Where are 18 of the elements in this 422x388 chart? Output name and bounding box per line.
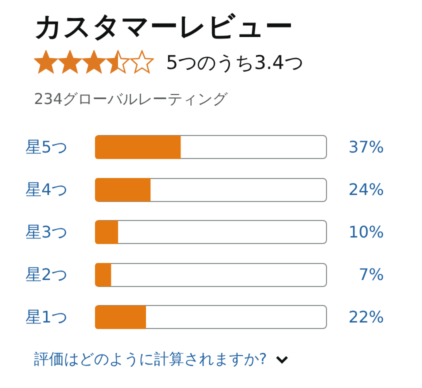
- data-label: 10%: [348, 222, 384, 242]
- data-label: 7%: [358, 264, 384, 284]
- chart-subtitle: 5つのうち3.4つ: [166, 51, 304, 76]
- bar: [95, 262, 112, 287]
- y-tick-label: 星3つ: [25, 222, 68, 242]
- bar: [95, 178, 151, 202]
- bar: [95, 220, 118, 244]
- y-tick-label: 星2つ: [25, 264, 68, 284]
- chart-title: カスタマーレビュー: [34, 9, 293, 45]
- y-tick-label: 星4つ: [25, 180, 68, 199]
- text: 評価はどのように計算されますか?: [34, 350, 267, 369]
- y-tick-label: 星5つ: [25, 137, 68, 156]
- data-label: 22%: [348, 307, 384, 326]
- y-tick-label: 星1つ: [25, 307, 68, 326]
- data-label: 37%: [348, 137, 384, 156]
- text: 234グローバルレーティング: [34, 90, 228, 109]
- data-label: 24%: [348, 180, 384, 199]
- bar: [95, 305, 146, 330]
